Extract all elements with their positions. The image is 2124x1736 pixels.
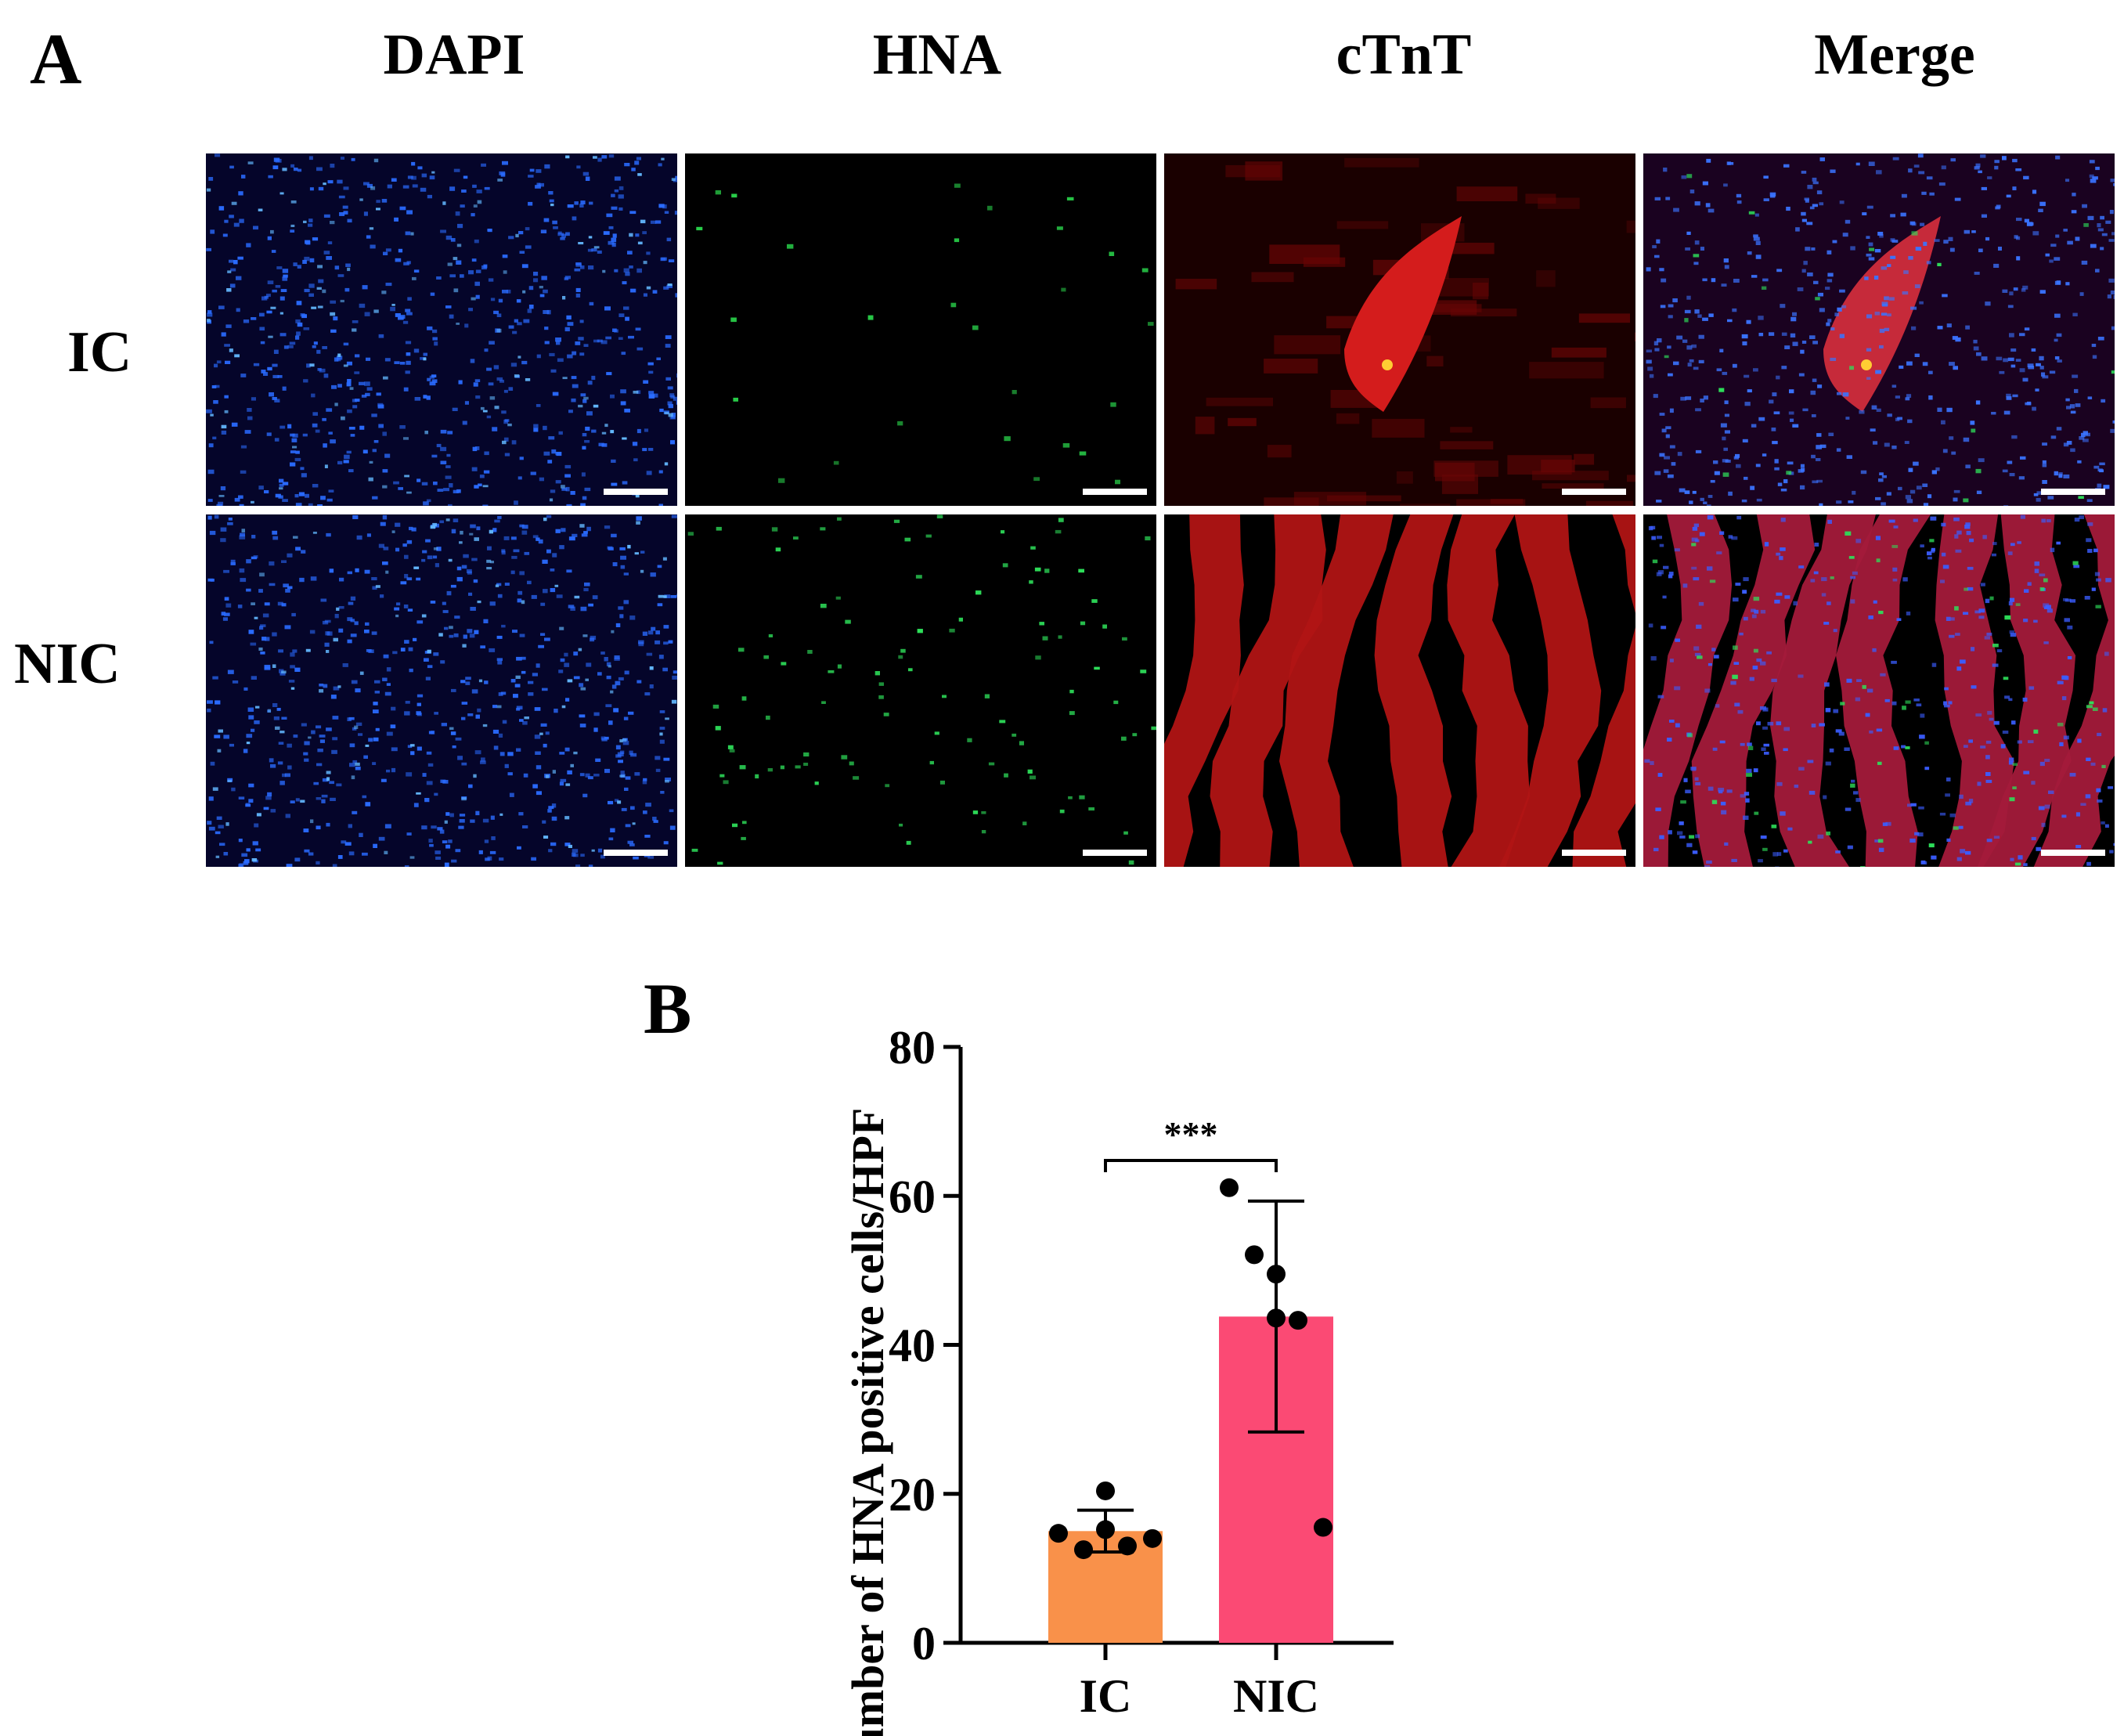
scale-bar: [2041, 850, 2105, 856]
scale-bar: [1083, 489, 1147, 495]
data-point-nic: [1220, 1178, 1239, 1197]
column-header-ctnt: cTnT: [1336, 23, 1472, 87]
data-point-ic: [1096, 1481, 1115, 1500]
panel-a-letter: A: [30, 19, 82, 99]
micrograph-ic-dapi: [206, 153, 677, 506]
column-header-hna: HNA: [872, 23, 1002, 87]
column-header-dapi: DAPI: [383, 23, 525, 87]
y-tick-label: 80: [889, 1022, 936, 1074]
y-tick-label: 40: [889, 1320, 936, 1372]
y-tick-label: 0: [912, 1618, 936, 1669]
micrograph-ic-merge: [1643, 153, 2115, 506]
micrograph-ic-ctnt: [1164, 153, 1635, 506]
scale-bar: [1083, 850, 1147, 856]
data-point-nic: [1267, 1308, 1286, 1328]
data-point-ic: [1074, 1540, 1093, 1560]
x-tick-label: NIC: [1233, 1670, 1319, 1722]
data-point-ic: [1118, 1536, 1137, 1556]
micrograph-nic-hna: [685, 514, 1156, 867]
panel-b-letter: B: [644, 969, 692, 1048]
data-point-ic: [1096, 1520, 1115, 1539]
micrograph-nic-merge: [1643, 514, 2115, 867]
micrograph-ic-hna: [685, 153, 1156, 506]
x-tick-label: IC: [1080, 1670, 1132, 1722]
scale-bar: [604, 489, 668, 495]
scale-bar: [2041, 489, 2105, 495]
micrograph-nic-dapi: [206, 514, 677, 867]
scale-bar: [604, 850, 668, 856]
significance-label: ***: [1164, 1114, 1218, 1154]
data-point-ic: [1143, 1528, 1162, 1548]
row-header-nic: NIC: [14, 632, 121, 696]
scale-bar: [1562, 489, 1626, 495]
y-axis-label: Number of HNA positive cells/HPF: [842, 1108, 893, 1736]
data-point-nic: [1267, 1265, 1286, 1284]
data-point-nic: [1289, 1311, 1307, 1330]
y-tick-label: 20: [889, 1469, 936, 1521]
data-point-nic: [1245, 1245, 1264, 1265]
micrograph-nic-ctnt: [1164, 514, 1635, 867]
row-header-ic: IC: [67, 320, 132, 384]
y-tick-label: 60: [889, 1171, 936, 1222]
column-header-merge: Merge: [1814, 23, 1975, 87]
data-point-nic: [1314, 1518, 1332, 1537]
scale-bar: [1562, 850, 1626, 856]
data-point-ic: [1049, 1524, 1068, 1543]
significance-bracket: [1104, 1159, 1278, 1172]
